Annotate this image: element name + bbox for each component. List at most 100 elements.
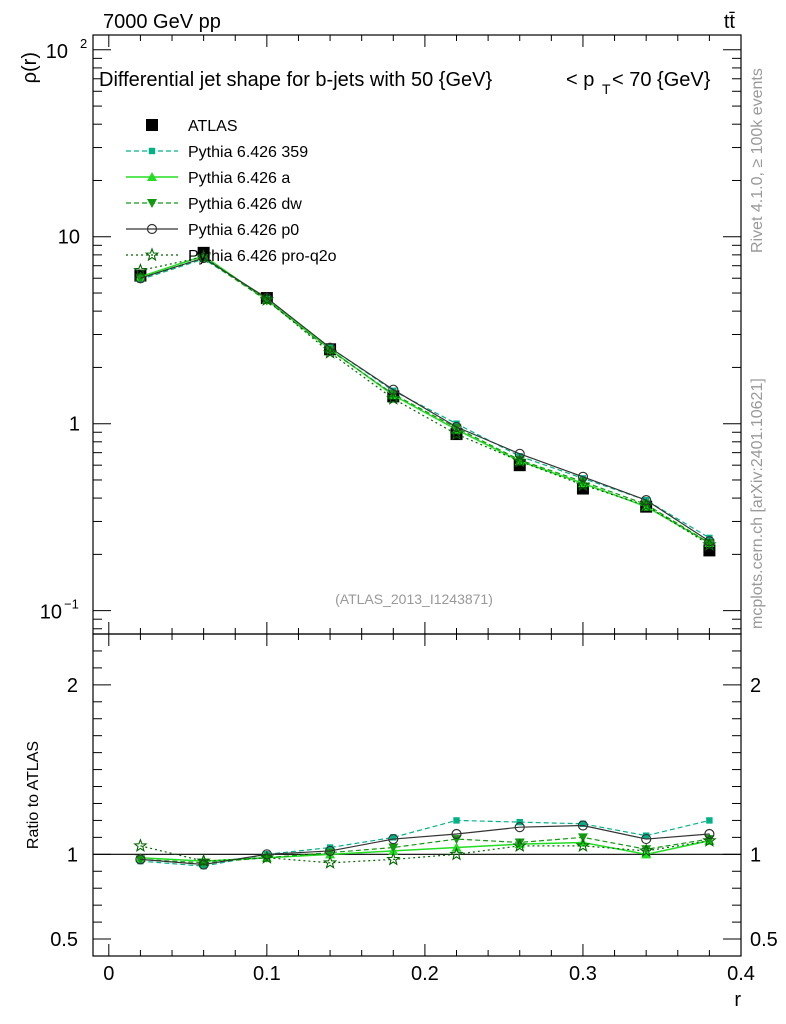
data-point-pythia-6-426-pro-q2o xyxy=(449,426,464,441)
chart-title-part-b: < p xyxy=(566,69,594,91)
side-label-rivet: Rivet 4.1.0, ≥ 100k events xyxy=(749,68,766,253)
x-tick-label: 0.4 xyxy=(727,963,755,985)
data-point-pythia-6-426-p0 xyxy=(135,273,146,284)
legend: ATLAS Pythia 6.426 359 Pythia 6.426 a Pythi… xyxy=(126,118,337,265)
ratio-line-pythia-6-426-pro-q2o xyxy=(140,840,710,864)
legend-label-atlas: ATLAS xyxy=(188,118,238,135)
ratio-plot-frame xyxy=(92,633,742,957)
ratio-point-pythia-6-426-dw xyxy=(388,843,399,853)
ratio-y-tick-label-left: 1 xyxy=(67,844,78,866)
data-point-pythia-6-426-dw xyxy=(325,346,336,356)
ratio-y-tick-label-left: 0.5 xyxy=(50,929,78,951)
series-line-pythia-6-426-a xyxy=(140,255,710,544)
data-point-pythia-6-426-pro-q2o xyxy=(702,537,717,551)
ratio-y-tick-label-left: 2 xyxy=(67,675,78,697)
legend-label-pythia-6-426-p0: Pythia 6.426 p0 xyxy=(188,222,299,239)
ratio-y-axis-label: Ratio to ATLAS xyxy=(25,741,42,849)
ratio-point-pythia-6-426-pro-q2o xyxy=(512,838,527,852)
legend-label-pythia-6-426-359: Pythia 6.426 359 xyxy=(188,144,308,161)
data-point-pythia-6-426-pro-q2o xyxy=(196,249,211,264)
ratio-point-pythia-6-426-dw xyxy=(577,833,588,843)
x-tick-label: 0.2 xyxy=(411,963,439,985)
series-line-pythia-6-426-pro-q2o xyxy=(140,256,710,546)
ratio-point-pythia-6-426-p0 xyxy=(704,828,715,840)
data-point-pythia-6-426-pro-q2o xyxy=(259,292,275,306)
data-point-pythia-6-426-pro-q2o xyxy=(575,477,591,492)
y-tick-label-100-exponent: 2 xyxy=(80,36,87,51)
y-tick-label-1: 1 xyxy=(69,414,80,436)
series-line-pythia-6-426-p0 xyxy=(140,257,710,542)
ratio-point-pythia-6-426-pro-q2o xyxy=(702,833,717,847)
ratio-point-pythia-6-426-pro-q2o xyxy=(196,853,211,868)
data-point-pythia-6-426-dw xyxy=(135,274,146,284)
legend-label-pythia-6-426-dw: Pythia 6.426 dw xyxy=(188,196,302,213)
x-tick-label: 0.1 xyxy=(253,963,281,985)
ratio-point-pythia-6-426-dw xyxy=(641,845,652,855)
header-left-label: 7000 GeV pp xyxy=(103,11,221,33)
y-tick-label-100: 10 xyxy=(46,41,68,63)
ratio-y-tick-label-right: 0.5 xyxy=(750,929,778,951)
data-point-pythia-6-426-dw xyxy=(261,296,272,306)
legend-marker-atlas xyxy=(146,119,158,131)
ratio-point-pythia-6-426-359 xyxy=(706,817,713,824)
ratio-point-pythia-6-426-pro-q2o xyxy=(639,843,654,858)
chart-title-part-a: Differential jet shape for b-jets with 5… xyxy=(99,69,493,91)
ratio-point-pythia-6-426-pro-q2o xyxy=(259,850,275,864)
y-tick-label-0p1: 10 xyxy=(40,602,62,624)
x-axis-label: r xyxy=(734,989,741,1011)
ratio-point-pythia-6-426-359 xyxy=(579,820,587,828)
ratio-point-pythia-6-426-p0 xyxy=(388,833,399,845)
data-point-pythia-6-426-p0 xyxy=(577,471,589,482)
chart-title-subscript: T xyxy=(602,81,611,97)
data-point-pythia-6-426-359 xyxy=(453,420,460,427)
ratio-point-pythia-6-426-359 xyxy=(390,834,397,841)
ratio-point-pythia-6-426-pro-q2o xyxy=(133,838,148,852)
data-point-pythia-6-426-dw xyxy=(704,539,715,549)
ratio-point-pythia-6-426-359 xyxy=(453,817,460,824)
ratio-line-pythia-6-426-dw xyxy=(140,836,710,864)
x-tick-label: 0.3 xyxy=(569,963,597,985)
legend-label-pythia-6-426-a: Pythia 6.426 a xyxy=(188,170,290,187)
legend-marker-pythia-6-426-a xyxy=(147,172,157,181)
ratio-point-pythia-6-426-dw xyxy=(514,838,525,848)
chart-title-part-c: < 70 {GeV} xyxy=(612,69,711,91)
ratio-y-tick-label-right: 2 xyxy=(750,675,761,697)
ratio-point-pythia-6-426-p0 xyxy=(451,828,462,840)
data-point-pythia-6-426-p0 xyxy=(641,495,652,506)
legend-marker-pythia-6-426-359 xyxy=(148,147,156,155)
data-point-pythia-6-426-p0 xyxy=(324,342,336,353)
analysis-watermark: (ATLAS_2013_I1243871) xyxy=(335,591,493,607)
series-line-pythia-6-426-dw xyxy=(140,257,710,544)
legend-label-pythia-6-426-pro-q2o: Pythia 6.426 pro-q2o xyxy=(188,248,337,265)
ratio-point-pythia-6-426-pro-q2o xyxy=(449,846,464,861)
side-label-mcplots: mcplots.cern.ch [arXiv:2401.10621] xyxy=(749,378,766,629)
data-point-pythia-6-426-pro-q2o xyxy=(322,345,338,359)
data-point-pythia-6-426-pro-q2o xyxy=(639,497,654,512)
x-tick-label: 0 xyxy=(103,963,114,985)
ratio-line-pythia-6-426-a xyxy=(140,840,710,862)
header-right-label: tt̄ xyxy=(724,11,736,33)
ratio-line-pythia-6-426-359 xyxy=(140,819,710,867)
y-axis-label: ρ(r) xyxy=(19,52,41,83)
series-line-pythia-6-426-359 xyxy=(140,258,710,539)
ratio-point-pythia-6-426-p0 xyxy=(577,820,589,831)
data-point-pythia-6-426-pro-q2o xyxy=(386,391,401,405)
ratio-point-pythia-6-426-p0 xyxy=(198,859,209,870)
ratio-point-pythia-6-426-pro-q2o xyxy=(322,855,338,869)
ratio-point-pythia-6-426-p0 xyxy=(135,854,146,865)
data-point-pythia-6-426-p0 xyxy=(704,536,715,547)
ratio-point-pythia-6-426-pro-q2o xyxy=(575,838,591,852)
ratio-series xyxy=(133,817,717,870)
ratio-point-pythia-6-426-p0 xyxy=(514,822,525,833)
ratio-y-tick-label-right: 1 xyxy=(750,844,761,866)
ratio-point-pythia-6-426-p0 xyxy=(261,849,272,860)
legend-marker-pythia-6-426-pro-q2o xyxy=(144,247,160,262)
main-series xyxy=(133,246,717,557)
ratio-point-pythia-6-426-359 xyxy=(326,844,334,851)
data-point-pythia-6-426-p0 xyxy=(514,448,525,459)
y-tick-label-10: 10 xyxy=(58,227,80,249)
legend-marker-pythia-6-426-p0 xyxy=(146,223,158,235)
plot-frames xyxy=(92,34,742,957)
